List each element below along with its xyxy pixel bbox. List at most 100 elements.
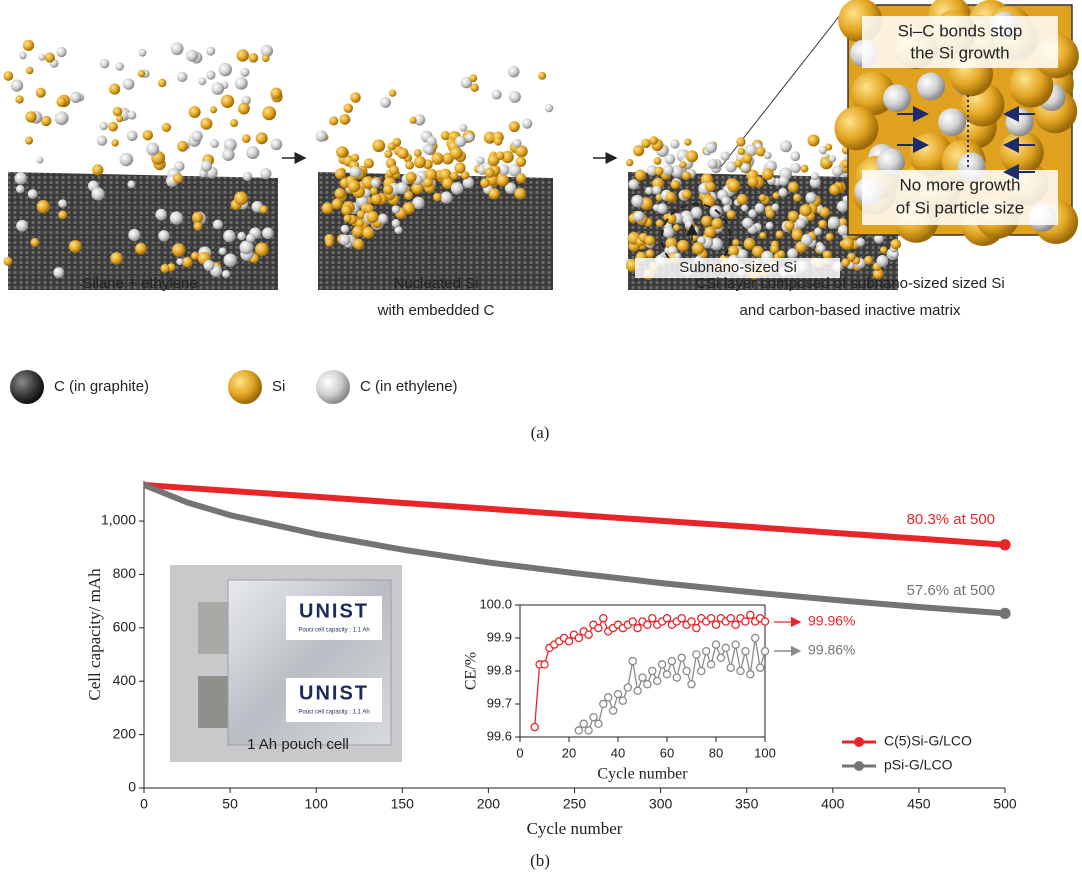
atom (727, 210, 736, 219)
atom (635, 170, 646, 181)
atom (748, 209, 757, 218)
atom (172, 243, 185, 256)
atom (795, 218, 805, 228)
atom (173, 173, 183, 183)
atom (737, 194, 748, 205)
atom (389, 90, 396, 97)
data-point (703, 648, 710, 655)
atom (16, 185, 25, 194)
atom (260, 205, 268, 213)
atom (727, 179, 740, 192)
atom (876, 255, 888, 267)
atom (829, 184, 840, 195)
atom (378, 214, 388, 224)
atom (246, 146, 259, 159)
caption: and carbon-based inactive matrix (740, 302, 961, 319)
legend-label: Si (272, 378, 285, 395)
data-point (698, 667, 705, 674)
data-point (712, 621, 719, 628)
atom (834, 106, 878, 150)
data-point (742, 618, 749, 625)
atom (219, 247, 227, 255)
atom (829, 155, 836, 162)
data-point (575, 634, 582, 641)
atom (766, 210, 775, 219)
x-tick-label: 0 (140, 796, 148, 812)
x-tick-label: 200 (477, 796, 501, 812)
atom (340, 114, 351, 125)
atom (634, 211, 645, 222)
atom (545, 104, 553, 112)
graphite-sheet (8, 172, 278, 290)
atom (56, 47, 66, 57)
atom (654, 157, 662, 165)
atom (433, 193, 441, 201)
data-point (580, 720, 587, 727)
atom (182, 257, 193, 268)
y-tick-label: 600 (113, 619, 137, 635)
atom (891, 239, 901, 249)
atom (210, 106, 217, 113)
data-point (629, 618, 636, 625)
atom (158, 230, 169, 241)
atom (1006, 108, 1034, 136)
atom (405, 161, 414, 170)
caption: Nucleated Si (393, 275, 478, 292)
atom (211, 82, 224, 95)
atom (686, 150, 698, 162)
atom (237, 49, 249, 61)
data-point (634, 687, 641, 694)
atom (856, 238, 865, 247)
atom (516, 157, 526, 167)
atom (116, 115, 123, 122)
atom (201, 160, 212, 171)
atom (243, 172, 252, 181)
annotation: 80.3% at 500 (907, 511, 995, 528)
atom (341, 225, 350, 234)
atom (351, 154, 359, 162)
atom (454, 162, 465, 173)
atom (485, 168, 495, 178)
atom (91, 187, 104, 200)
y-axis-label: CE/% (463, 652, 480, 690)
data-point (585, 631, 592, 638)
atom (198, 77, 206, 85)
photo-caption: 1 Ah pouch cell (247, 736, 349, 753)
atom (847, 253, 856, 262)
atom (113, 107, 123, 117)
atom (663, 226, 675, 238)
atom (392, 205, 400, 213)
data-point (654, 677, 661, 684)
atom (705, 181, 716, 192)
atom (36, 156, 43, 163)
atom (230, 119, 238, 127)
atom (335, 168, 346, 179)
atom (223, 230, 235, 242)
atom (223, 253, 236, 266)
atom (684, 138, 691, 145)
annotation: 57.6% at 500 (907, 582, 995, 599)
x-tick-label: 450 (907, 796, 931, 812)
atom (522, 118, 532, 128)
atom (392, 219, 400, 227)
atom (459, 124, 467, 132)
atom (316, 130, 328, 142)
atom (271, 138, 283, 150)
atom (210, 139, 219, 148)
atom (748, 176, 759, 187)
atom (242, 134, 251, 143)
legend-marker (854, 761, 864, 771)
atom (509, 121, 520, 132)
atom (837, 201, 849, 213)
atom (213, 219, 223, 229)
atom (69, 240, 82, 253)
atom (742, 154, 752, 164)
legend-marker (854, 737, 864, 747)
atom (371, 194, 382, 205)
atom (838, 225, 849, 236)
atom (23, 40, 34, 51)
atom (469, 74, 477, 82)
atom (792, 229, 803, 240)
atom (828, 217, 840, 229)
annotation: of Si particle size (896, 198, 1025, 217)
